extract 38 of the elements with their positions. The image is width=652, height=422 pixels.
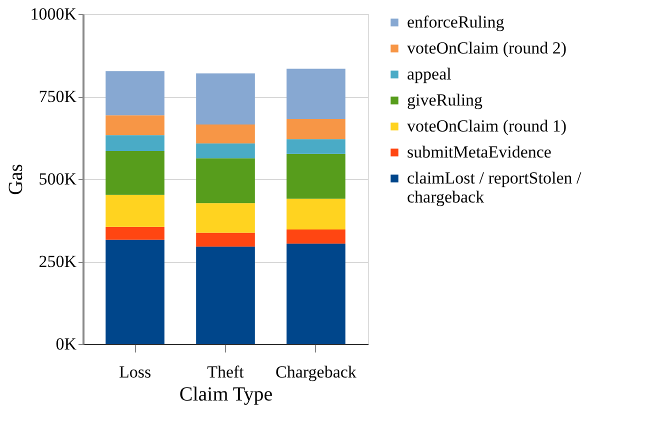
bar bbox=[106, 226, 164, 240]
x-tick-label: Loss bbox=[118, 362, 152, 382]
bar bbox=[106, 150, 164, 195]
bar bbox=[196, 73, 255, 125]
x-axis-title: Claim Type bbox=[179, 384, 273, 406]
bar bbox=[286, 198, 346, 230]
y-tick-label: 750K bbox=[38, 87, 78, 106]
bar bbox=[106, 135, 164, 151]
bar bbox=[286, 154, 346, 199]
y-tick-label: 250K bbox=[38, 252, 78, 271]
bar bbox=[196, 124, 255, 144]
bar bbox=[286, 244, 346, 344]
bar bbox=[286, 118, 346, 140]
bar bbox=[196, 232, 255, 247]
bar bbox=[286, 229, 346, 244]
y-axis-title: Gas bbox=[5, 164, 28, 196]
bar bbox=[106, 115, 164, 136]
legend-label: voteOnClaim (round 1) bbox=[407, 116, 567, 136]
bar bbox=[286, 68, 346, 119]
y-tick-label: 0K bbox=[56, 334, 78, 354]
bar bbox=[286, 139, 346, 154]
y-tick-label: 500K bbox=[38, 170, 78, 188]
legend-label: claimLost / reportStolen / chargeback bbox=[407, 168, 582, 206]
bar bbox=[106, 240, 164, 344]
bar bbox=[196, 158, 255, 204]
legend-label: voteOnClaim (round 2) bbox=[407, 38, 567, 58]
bar bbox=[106, 71, 164, 116]
legend-label: giveRuling bbox=[407, 90, 484, 110]
y-tick-label: 1000K bbox=[30, 4, 78, 24]
legend-label: appeal bbox=[407, 64, 452, 84]
legend-label: submitMetaEvidence bbox=[407, 142, 552, 162]
legend-label: enforceRuling bbox=[407, 12, 505, 32]
x-tick-label: Theft bbox=[207, 362, 244, 382]
bar bbox=[196, 246, 255, 344]
bar bbox=[196, 143, 255, 158]
bar bbox=[196, 203, 255, 233]
x-tick-label: Chargeback bbox=[276, 362, 357, 382]
bar bbox=[106, 194, 164, 227]
